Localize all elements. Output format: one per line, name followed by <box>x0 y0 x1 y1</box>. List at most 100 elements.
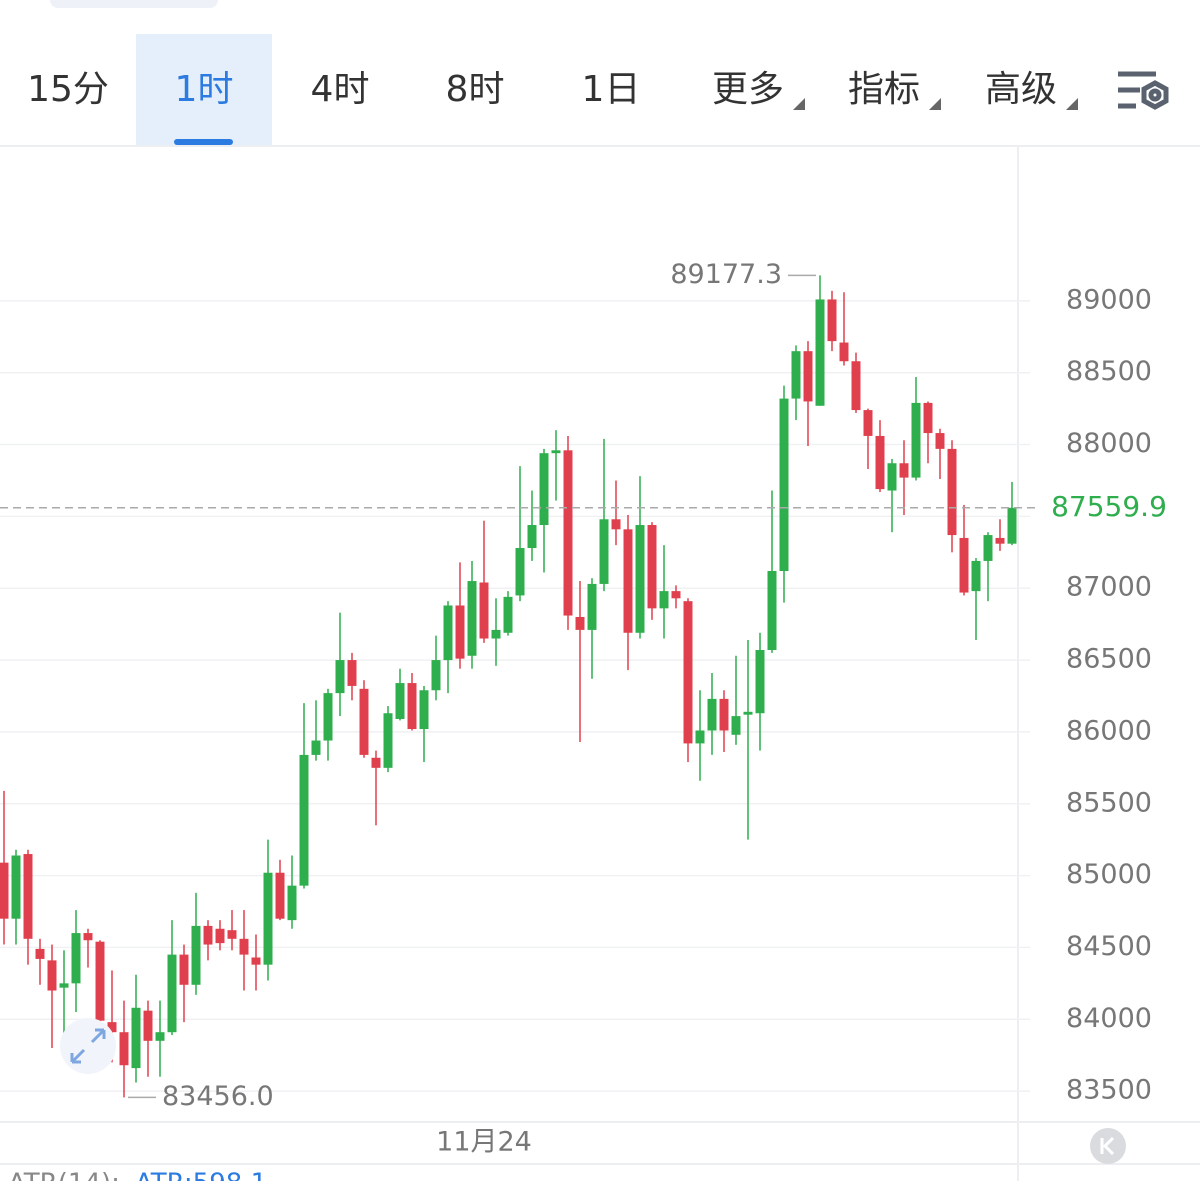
candle-body <box>323 693 333 741</box>
grid <box>0 300 1030 1092</box>
candle-body <box>263 872 273 965</box>
y-tick-label: 88500 <box>1066 356 1152 387</box>
y-tick-label: 84000 <box>1066 1003 1152 1034</box>
y-tick-label: 86000 <box>1066 715 1152 746</box>
tab-label[interactable]: 4时 <box>311 69 370 110</box>
low-label: 83456.0 <box>162 1081 274 1112</box>
candle-body <box>359 688 369 755</box>
last-price-bg <box>1046 489 1172 526</box>
top-tab-remnant <box>50 0 218 8</box>
candle-body <box>395 683 405 719</box>
candle-body <box>71 933 81 984</box>
candle-body <box>239 938 249 955</box>
candle-body <box>935 433 945 449</box>
scroll-end-button[interactable] <box>1090 1128 1126 1164</box>
candle-body <box>527 525 537 549</box>
candle-body <box>983 535 993 561</box>
candle-body <box>179 954 189 985</box>
candle-body <box>371 757 381 768</box>
tab-label[interactable]: 8时 <box>446 69 505 110</box>
candle-body <box>599 519 609 584</box>
scroll-end-icon <box>1100 1136 1115 1156</box>
candle-body <box>995 537 1005 544</box>
candle-body <box>863 410 873 436</box>
candle-body <box>59 983 69 988</box>
candle-body <box>887 463 897 491</box>
tab-label[interactable]: 1日 <box>582 69 641 110</box>
candle-body <box>707 698 717 731</box>
candle-body <box>419 690 429 730</box>
settings-icon[interactable] <box>1118 71 1169 110</box>
y-tick-label: 88000 <box>1066 428 1152 459</box>
candle-body <box>575 616 585 630</box>
tab-label[interactable]: 1时 <box>175 69 234 110</box>
candle-body <box>35 948 45 959</box>
candle-body <box>743 711 753 715</box>
candle-body <box>515 548 525 596</box>
indicator-name: ATR(14): <box>8 1169 120 1181</box>
candle-body <box>83 933 93 941</box>
candle-body <box>779 398 789 571</box>
tab-label[interactable]: 15分 <box>27 69 109 110</box>
candle-body <box>719 698 729 731</box>
y-tick-label: 84500 <box>1066 931 1152 962</box>
candle-body <box>167 954 177 1033</box>
candle-body <box>959 537 969 593</box>
candle-body <box>683 601 693 744</box>
candle-body <box>827 299 837 342</box>
candle-body <box>695 730 705 744</box>
candle-body <box>0 862 9 919</box>
candle-body <box>311 740 321 755</box>
candle-body <box>851 361 861 411</box>
candle-body <box>659 591 669 609</box>
candle-body <box>1007 507 1017 544</box>
candle-body <box>947 448 957 536</box>
candle-body <box>503 596 513 633</box>
y-tick-label: 83500 <box>1066 1075 1152 1106</box>
expand-button[interactable] <box>60 1018 116 1074</box>
candle-body <box>647 525 657 609</box>
y-tick-label: 87000 <box>1066 572 1152 603</box>
last-price-label: 87559.9 <box>1051 490 1167 523</box>
candles <box>0 275 1017 1098</box>
candle-body <box>443 605 453 661</box>
candle-body <box>899 463 909 478</box>
candle-body <box>155 1032 165 1041</box>
selected-tab-bg <box>136 34 272 145</box>
candle-body <box>275 872 285 919</box>
candle-body <box>431 660 441 691</box>
candle-body <box>203 925 213 945</box>
candle-body <box>971 560 981 592</box>
candle-body <box>611 519 621 530</box>
candle-body <box>731 716 741 735</box>
candle-body <box>47 960 57 991</box>
candle-body <box>563 450 573 616</box>
candle-body <box>635 525 645 633</box>
candle-body <box>251 957 261 965</box>
indicator-value: ATR:598.1 <box>135 1169 267 1181</box>
candle-body <box>131 1007 141 1069</box>
x-tick-label: 11月24 <box>436 1127 532 1158</box>
candle-body <box>119 1032 129 1066</box>
candle-body <box>539 453 549 526</box>
candle-body <box>839 342 849 362</box>
candle-body <box>467 581 477 656</box>
y-tick-label: 85500 <box>1066 787 1152 818</box>
candle-body <box>911 402 921 478</box>
candle-body <box>191 925 201 985</box>
candle-body <box>671 591 681 599</box>
candle-body <box>815 299 825 406</box>
tab-label[interactable]: 指标 <box>848 69 920 110</box>
candle-body <box>227 930 237 939</box>
high-label: 89177.3 <box>670 259 782 290</box>
labels: 83500 84000 84500 85000 85500 86000 86500 87000… <box>0 259 1172 1158</box>
tab-label[interactable]: 高级 <box>985 69 1057 110</box>
tab-bar: 15分 1时 4时 8时 1日 更多 指标 高级 <box>27 34 1057 145</box>
candle-body <box>587 583 597 630</box>
candle-body <box>479 582 489 639</box>
candle-body <box>803 351 813 402</box>
candle-body <box>383 713 393 768</box>
candle-body <box>143 1010 153 1041</box>
tab-label[interactable]: 更多 <box>712 69 784 110</box>
